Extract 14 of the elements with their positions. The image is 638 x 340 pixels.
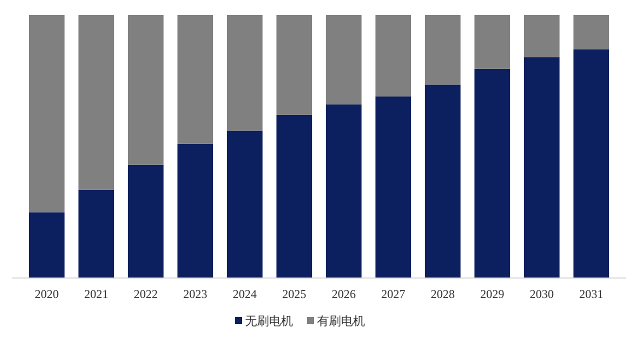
legend-label: 无刷电机 bbox=[245, 314, 293, 328]
x-tick-label: 2025 bbox=[282, 287, 306, 301]
x-tick-label: 2028 bbox=[430, 287, 455, 301]
x-tick-label: 2026 bbox=[332, 287, 356, 301]
x-tick-label: 2022 bbox=[134, 287, 158, 301]
x-tick-label: 2027 bbox=[381, 287, 406, 301]
x-tick-label: 2024 bbox=[232, 287, 257, 301]
x-tick-label: 2020 bbox=[34, 287, 59, 301]
x-tick-label: 2029 bbox=[480, 287, 504, 301]
x-tick-label: 2030 bbox=[530, 287, 554, 301]
legend-label: 有刷电机 bbox=[317, 314, 365, 328]
x-tick-label: 2023 bbox=[183, 287, 208, 301]
x-tick-label: 2031 bbox=[579, 287, 604, 301]
x-tick-label: 2021 bbox=[84, 287, 108, 301]
